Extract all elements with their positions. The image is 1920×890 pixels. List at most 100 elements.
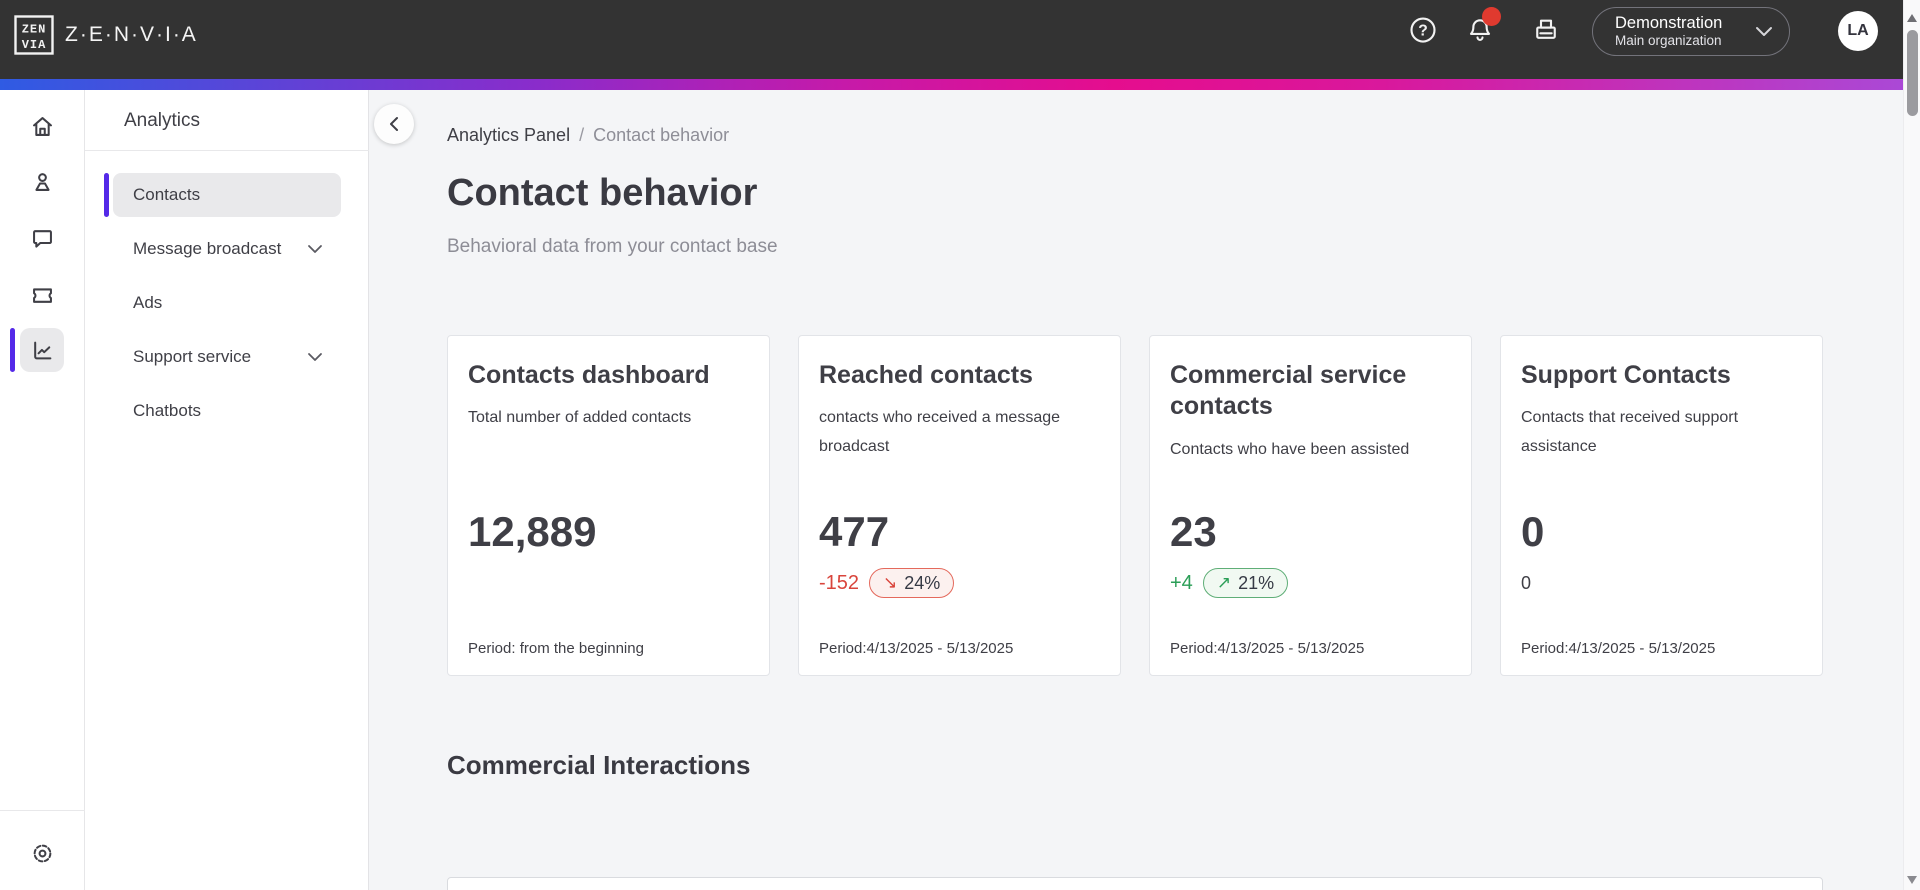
nav-rail [0, 90, 85, 890]
trend-percent: 24% [904, 572, 941, 593]
svg-text:VIA: VIA [22, 38, 47, 52]
brand-gradient-bar [0, 79, 1920, 90]
page-title: Contact behavior [447, 172, 758, 214]
gear-icon [33, 844, 51, 862]
card-title: Contacts dashboard [468, 361, 710, 389]
active-item-indicator [104, 173, 109, 217]
breadcrumb-separator: / [579, 125, 585, 145]
organization-switcher[interactable]: Demonstration Main organization [1592, 7, 1790, 56]
rail-item-contacts[interactable] [20, 160, 64, 204]
sidebar-item-support-service[interactable]: Support service [113, 335, 341, 379]
card-description: Total number of added contacts [468, 409, 692, 427]
brand-name: Z·E·N·V·I·A [65, 23, 198, 46]
sidebar-item-label: Chatbots [133, 401, 202, 420]
chevron-left-icon [390, 117, 398, 131]
conversations-icon [32, 229, 52, 248]
notifications-button[interactable] [1463, 7, 1501, 47]
chevron-down-icon [308, 353, 322, 361]
card-value: 477 [819, 508, 890, 555]
card-value: 12,889 [468, 508, 597, 555]
help-icon [1410, 17, 1436, 43]
card-contacts-dashboard: Contacts dashboard Total number of added… [447, 335, 770, 676]
svg-text:ZEN: ZEN [22, 23, 47, 37]
chevron-down-icon [1756, 27, 1772, 36]
sidebar-item-ads[interactable]: Ads [113, 281, 341, 325]
organization-name: Demonstration [1615, 13, 1723, 32]
card-delta-row: -152 ↘ 24% [819, 568, 955, 598]
card-delta-row: +4 ↗ 21% [1170, 568, 1289, 598]
commercial-interactions-card [447, 877, 1823, 890]
trend-down-icon: ↘ [883, 573, 898, 592]
chevron-down-icon [308, 245, 322, 253]
svg-text:?: ? [1418, 22, 1428, 39]
rail-divider [0, 810, 85, 811]
printer-icon [1536, 19, 1556, 39]
scrollbar-down-arrow[interactable] [1907, 876, 1917, 884]
card-title: Reached contacts [819, 361, 1033, 389]
bell-icon [1469, 19, 1491, 41]
sidebar-item-label: Message broadcast [133, 239, 282, 258]
rail-item-conversations[interactable] [20, 216, 64, 260]
sidebar-item-chatbots[interactable]: Chatbots [113, 389, 341, 433]
scrollbar-up-arrow[interactable] [1907, 14, 1917, 22]
card-commercial-service-contacts: Commercial service contacts Contacts who… [1149, 335, 1472, 676]
notification-badge-dot [1482, 7, 1501, 26]
trend-up-icon: ↗ [1216, 573, 1232, 592]
trend-badge-down: ↘ 24% [869, 568, 955, 598]
analytics-sidebar: Analytics Contacts Message broadcast Ads… [85, 90, 369, 890]
trend-badge-up: ↗ 21% [1202, 568, 1289, 598]
ticket-icon [32, 287, 52, 303]
card-description: Contacts who have been assisted [1170, 440, 1410, 458]
breadcrumb-parent-link[interactable]: Analytics Panel [447, 125, 571, 145]
card-period: Period:4/13/2025 - 5/13/2025 [1521, 640, 1716, 657]
sidebar-item-label: Support service [133, 347, 252, 366]
delta-value: -152 [819, 571, 860, 594]
zenvia-logo-icon: ZEN VIA [14, 15, 54, 55]
sidebar-collapse-button[interactable] [374, 104, 414, 144]
sidebar-item-label: Ads [133, 293, 163, 312]
active-rail-indicator [10, 328, 15, 372]
contacts-icon [34, 172, 50, 191]
card-period: Period:4/13/2025 - 5/13/2025 [1170, 640, 1365, 657]
card-title: Commercial service contacts [1170, 361, 1407, 421]
card-period: Period: from the beginning [468, 640, 644, 657]
avatar-initials: LA [1847, 22, 1869, 39]
kpi-cards-row: Contacts dashboard Total number of added… [447, 335, 1823, 676]
sidebar-title: Analytics [124, 110, 201, 131]
card-support-contacts: Support Contacts Contacts that received … [1500, 335, 1823, 676]
scrollbar[interactable] [1903, 0, 1920, 890]
print-button[interactable] [1529, 13, 1563, 47]
delta-value: +4 [1170, 571, 1193, 594]
card-value: 23 [1170, 508, 1217, 555]
top-bar: ZEN VIA Z·E·N·V·I·A ? [0, 0, 1920, 79]
card-delta-row: 0 [1521, 568, 1531, 598]
section-title-commercial-interactions: Commercial Interactions [447, 750, 751, 780]
home-icon [32, 116, 52, 136]
rail-item-tickets[interactable] [20, 272, 64, 316]
sidebar-item-message-broadcast[interactable]: Message broadcast [113, 227, 341, 271]
main-content: Analytics Panel / Contact behavior Conta… [369, 90, 1903, 890]
organization-subtitle: Main organization [1615, 33, 1722, 49]
trend-percent: 21% [1238, 572, 1275, 593]
rail-item-settings[interactable] [20, 831, 64, 875]
sidebar-item-label: Contacts [133, 185, 201, 204]
card-title: Support Contacts [1521, 361, 1731, 389]
rail-item-home[interactable] [20, 104, 64, 148]
zenvia-logo[interactable]: ZEN VIA Z·E·N·V·I·A [14, 15, 198, 55]
sidebar-item-contacts[interactable]: Contacts [113, 173, 341, 217]
card-description: contacts who received a message broadcas… [819, 409, 1061, 456]
sidebar-divider [85, 150, 369, 151]
card-value: 0 [1521, 508, 1545, 555]
card-period: Period:4/13/2025 - 5/13/2025 [819, 640, 1014, 657]
help-button[interactable]: ? [1406, 13, 1440, 47]
analytics-chart-icon [33, 341, 51, 359]
page-subtitle: Behavioral data from your contact base [447, 236, 778, 257]
scrollbar-thumb[interactable] [1907, 30, 1918, 116]
card-description: Contacts that received support assistanc… [1521, 409, 1739, 456]
breadcrumb-current: Contact behavior [593, 125, 730, 145]
user-avatar[interactable]: LA [1838, 11, 1878, 51]
breadcrumb: Analytics Panel / Contact behavior [447, 125, 729, 146]
rail-item-analytics[interactable] [20, 328, 64, 372]
card-reached-contacts: Reached contacts contacts who received a… [798, 335, 1121, 676]
